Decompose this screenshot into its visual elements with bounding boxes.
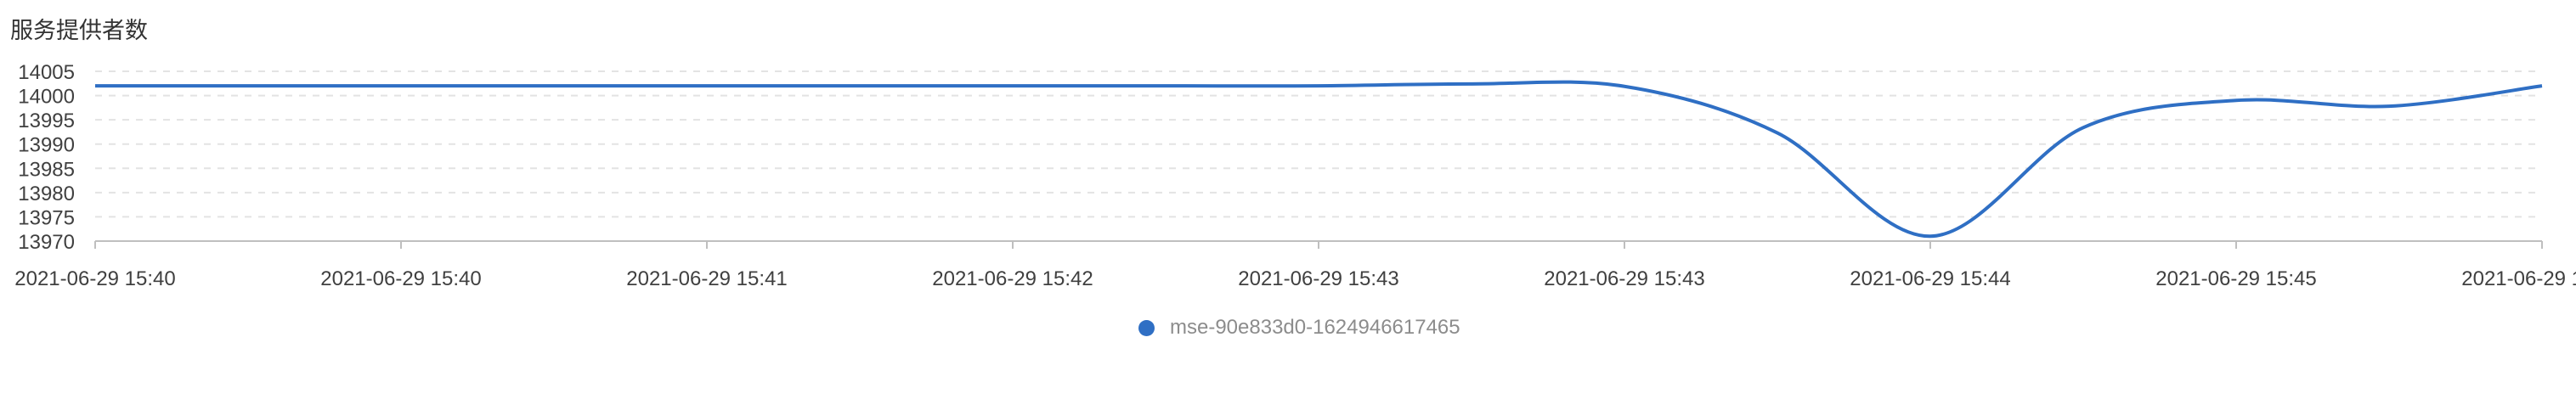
y-tick-label: 13985 (18, 158, 75, 181)
y-tick-label: 13990 (18, 134, 75, 157)
x-tick-label: 2021-06-29 15:40 (14, 267, 176, 290)
x-tick-label: 2021-06-29 15:46 (2461, 267, 2576, 290)
x-tick-label: 2021-06-29 15:44 (1850, 267, 2011, 290)
y-tick-label: 13995 (18, 110, 75, 132)
x-tick-label: 2021-06-29 15:40 (320, 267, 482, 290)
legend-label: mse-90e833d0-1624946617465 (1170, 316, 1460, 339)
x-tick-label: 2021-06-29 15:42 (932, 267, 1093, 290)
legend-marker-icon (1138, 319, 1155, 336)
legend-item[interactable]: mse-90e833d0-1624946617465 (1138, 316, 1460, 340)
y-tick-label: 13975 (18, 206, 75, 229)
x-tick-label: 2021-06-29 15:43 (1238, 267, 1399, 290)
series-line (95, 80, 2543, 239)
x-tick-label: 2021-06-29 15:43 (1544, 267, 1705, 290)
y-tick-label: 13970 (18, 231, 75, 254)
x-tick-label: 2021-06-29 15:45 (2155, 267, 2317, 290)
y-tick-label: 14005 (18, 61, 75, 84)
y-tick-label: 14000 (18, 86, 75, 109)
y-tick-label: 13980 (18, 183, 75, 205)
chart-title: 服务提供者数 (10, 18, 148, 43)
x-tick-label: 2021-06-29 15:41 (626, 267, 788, 290)
